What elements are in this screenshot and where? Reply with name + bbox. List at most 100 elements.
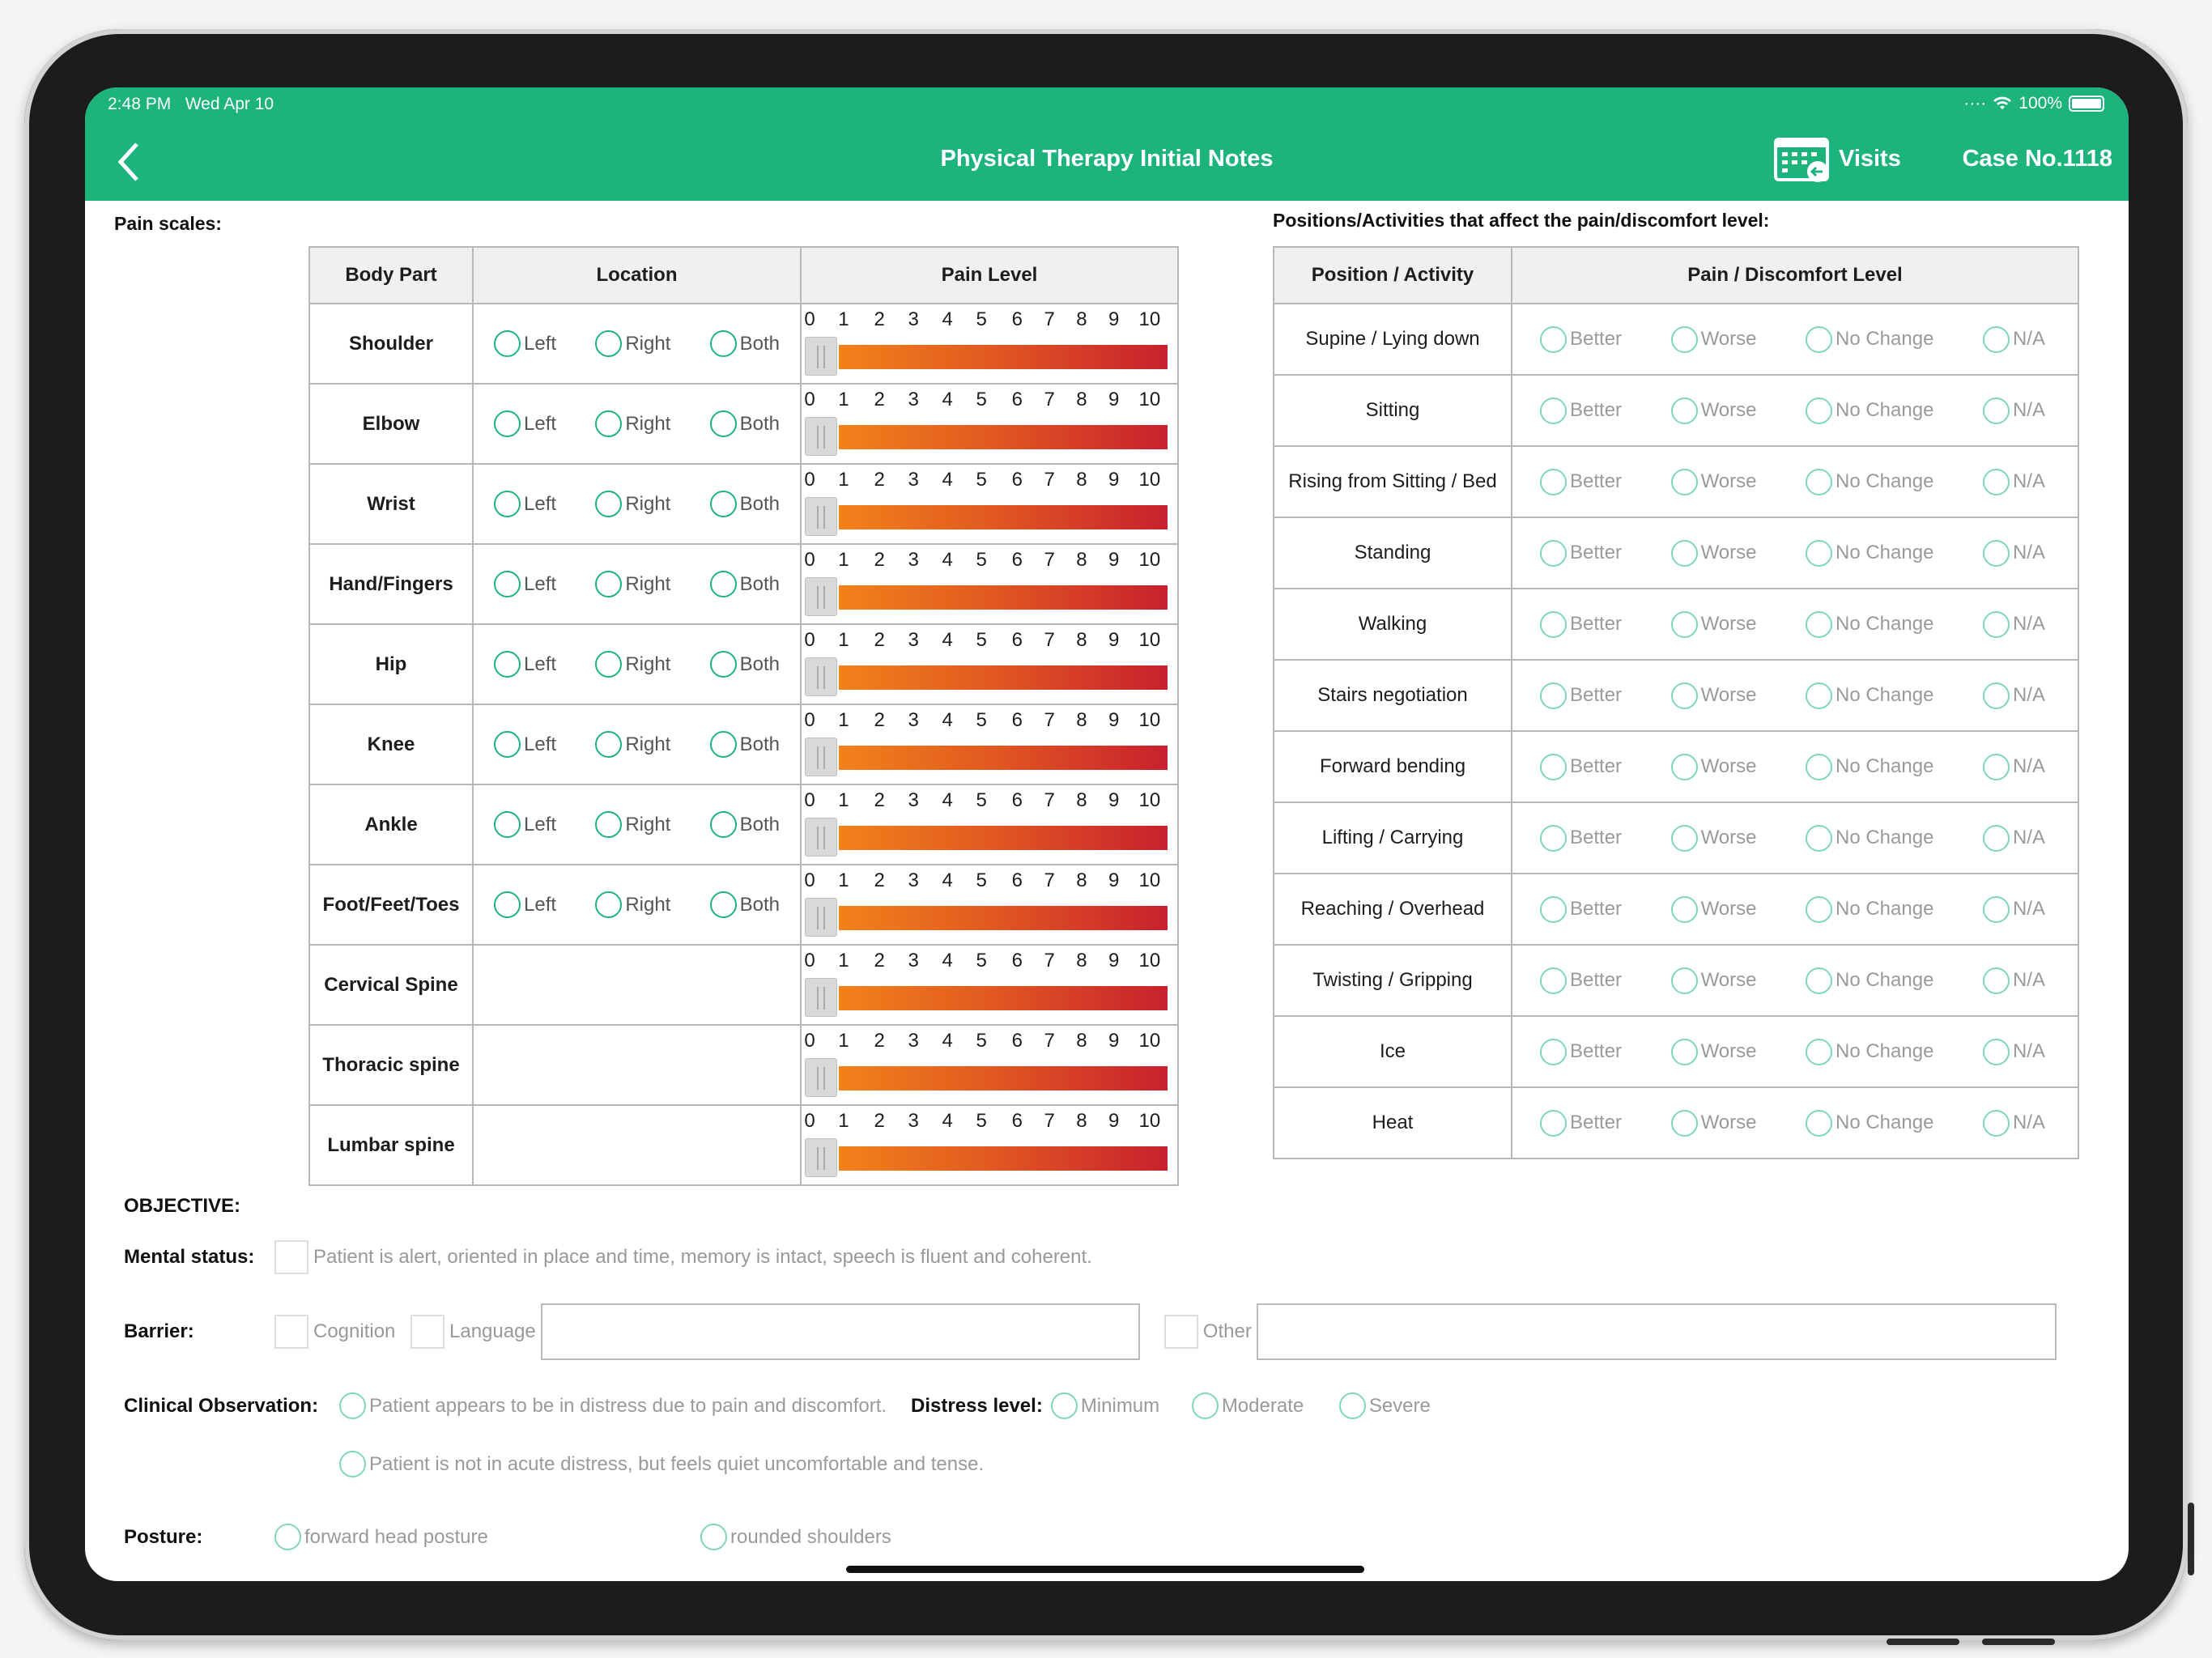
pain-slider[interactable] <box>805 577 1168 616</box>
location-right-radio[interactable]: Right <box>595 651 670 678</box>
n-a-radio[interactable]: N/A <box>1982 1038 2045 1065</box>
better-radio[interactable]: Better <box>1540 610 1622 638</box>
location-both-radio[interactable]: Both <box>709 811 780 838</box>
no-change-radio[interactable]: No Change <box>1806 753 1933 780</box>
location-left-radio[interactable]: Left <box>494 410 556 437</box>
n-a-radio[interactable]: N/A <box>1982 468 2045 495</box>
location-left-radio[interactable]: Left <box>494 651 556 678</box>
back-chevron-icon[interactable] <box>113 139 145 185</box>
worse-radio[interactable]: Worse <box>1670 753 1756 780</box>
location-both-radio[interactable]: Both <box>709 491 780 517</box>
worse-radio[interactable]: Worse <box>1670 682 1756 709</box>
location-both-radio[interactable]: Both <box>709 731 780 758</box>
worse-radio[interactable]: Worse <box>1670 325 1756 353</box>
pain-slider[interactable] <box>805 1058 1168 1097</box>
pain-slider-thumb[interactable] <box>805 657 837 696</box>
pain-slider[interactable] <box>805 978 1168 1017</box>
location-right-radio[interactable]: Right <box>595 410 670 437</box>
no-change-radio[interactable]: No Change <box>1806 539 1933 567</box>
pain-slider-thumb[interactable] <box>805 497 837 536</box>
better-radio[interactable]: Better <box>1540 468 1622 495</box>
pain-slider-thumb[interactable] <box>805 1058 837 1097</box>
pain-slider-thumb[interactable] <box>805 337 837 376</box>
n-a-radio[interactable]: N/A <box>1982 753 2045 780</box>
location-right-radio[interactable]: Right <box>595 330 670 357</box>
worse-radio[interactable]: Worse <box>1670 610 1756 638</box>
no-change-radio[interactable]: No Change <box>1806 824 1933 852</box>
worse-radio[interactable]: Worse <box>1670 824 1756 852</box>
no-change-radio[interactable]: No Change <box>1806 1038 1933 1065</box>
worse-radio[interactable]: Worse <box>1670 895 1756 923</box>
other-checkbox[interactable] <box>1163 1315 1198 1349</box>
better-radio[interactable]: Better <box>1540 325 1622 353</box>
better-radio[interactable]: Better <box>1540 539 1622 567</box>
n-a-radio[interactable]: N/A <box>1982 539 2045 567</box>
location-both-radio[interactable]: Both <box>709 891 780 918</box>
n-a-radio[interactable]: N/A <box>1982 824 2045 852</box>
no-change-radio[interactable]: No Change <box>1806 610 1933 638</box>
location-right-radio[interactable]: Right <box>595 571 670 597</box>
no-change-radio[interactable]: No Change <box>1806 967 1933 994</box>
distress-moderate-radio[interactable]: Moderate <box>1191 1392 1339 1419</box>
location-left-radio[interactable]: Left <box>494 731 556 758</box>
n-a-radio[interactable]: N/A <box>1982 895 2045 923</box>
visits-button[interactable]: Visits <box>1774 134 1901 183</box>
clinical-no-distress-radio[interactable]: Patient is not in acute distress, but fe… <box>339 1451 984 1477</box>
location-right-radio[interactable]: Right <box>595 731 670 758</box>
pain-slider[interactable] <box>805 1138 1168 1177</box>
better-radio[interactable]: Better <box>1540 1109 1622 1137</box>
n-a-radio[interactable]: N/A <box>1982 682 2045 709</box>
distress-severe-radio[interactable]: Severe <box>1338 1392 1431 1419</box>
pain-slider-thumb[interactable] <box>805 978 837 1017</box>
no-change-radio[interactable]: No Change <box>1806 895 1933 923</box>
no-change-radio[interactable]: No Change <box>1806 1109 1933 1137</box>
language-checkbox[interactable] <box>410 1315 445 1349</box>
better-radio[interactable]: Better <box>1540 824 1622 852</box>
location-left-radio[interactable]: Left <box>494 330 556 357</box>
worse-radio[interactable]: Worse <box>1670 967 1756 994</box>
better-radio[interactable]: Better <box>1540 967 1622 994</box>
n-a-radio[interactable]: N/A <box>1982 610 2045 638</box>
no-change-radio[interactable]: No Change <box>1806 397 1933 424</box>
no-change-radio[interactable]: No Change <box>1806 682 1933 709</box>
worse-radio[interactable]: Worse <box>1670 397 1756 424</box>
location-both-radio[interactable]: Both <box>709 651 780 678</box>
pain-slider-thumb[interactable] <box>805 417 837 456</box>
pain-slider-thumb[interactable] <box>805 818 837 857</box>
other-input[interactable] <box>1256 1303 2057 1360</box>
clinical-distress-radio[interactable]: Patient appears to be in distress due to… <box>339 1392 887 1419</box>
worse-radio[interactable]: Worse <box>1670 1038 1756 1065</box>
pain-slider[interactable] <box>805 417 1168 456</box>
location-both-radio[interactable]: Both <box>709 330 780 357</box>
pain-slider[interactable] <box>805 818 1168 857</box>
pain-slider-thumb[interactable] <box>805 577 837 616</box>
location-left-radio[interactable]: Left <box>494 891 556 918</box>
location-right-radio[interactable]: Right <box>595 891 670 918</box>
pain-slider-thumb[interactable] <box>805 898 837 937</box>
pain-slider-thumb[interactable] <box>805 738 837 776</box>
n-a-radio[interactable]: N/A <box>1982 967 2045 994</box>
pain-slider[interactable] <box>805 898 1168 937</box>
location-both-radio[interactable]: Both <box>709 410 780 437</box>
better-radio[interactable]: Better <box>1540 397 1622 424</box>
n-a-radio[interactable]: N/A <box>1982 397 2045 424</box>
location-left-radio[interactable]: Left <box>494 811 556 838</box>
pain-slider[interactable] <box>805 337 1168 376</box>
no-change-radio[interactable]: No Change <box>1806 325 1933 353</box>
forward-head-posture-radio[interactable]: forward head posture <box>274 1524 700 1550</box>
pain-slider-thumb[interactable] <box>805 1138 837 1177</box>
n-a-radio[interactable]: N/A <box>1982 1109 2045 1137</box>
cognition-checkbox[interactable] <box>274 1315 308 1349</box>
better-radio[interactable]: Better <box>1540 895 1622 923</box>
better-radio[interactable]: Better <box>1540 682 1622 709</box>
pain-slider[interactable] <box>805 497 1168 536</box>
mental-status-checkbox[interactable] <box>274 1240 308 1274</box>
language-input[interactable] <box>540 1303 1140 1360</box>
n-a-radio[interactable]: N/A <box>1982 325 2045 353</box>
distress-minimum-radio[interactable]: Minimum <box>1050 1392 1192 1419</box>
pain-slider[interactable] <box>805 738 1168 776</box>
better-radio[interactable]: Better <box>1540 753 1622 780</box>
location-both-radio[interactable]: Both <box>709 571 780 597</box>
location-left-radio[interactable]: Left <box>494 571 556 597</box>
pain-slider[interactable] <box>805 657 1168 696</box>
